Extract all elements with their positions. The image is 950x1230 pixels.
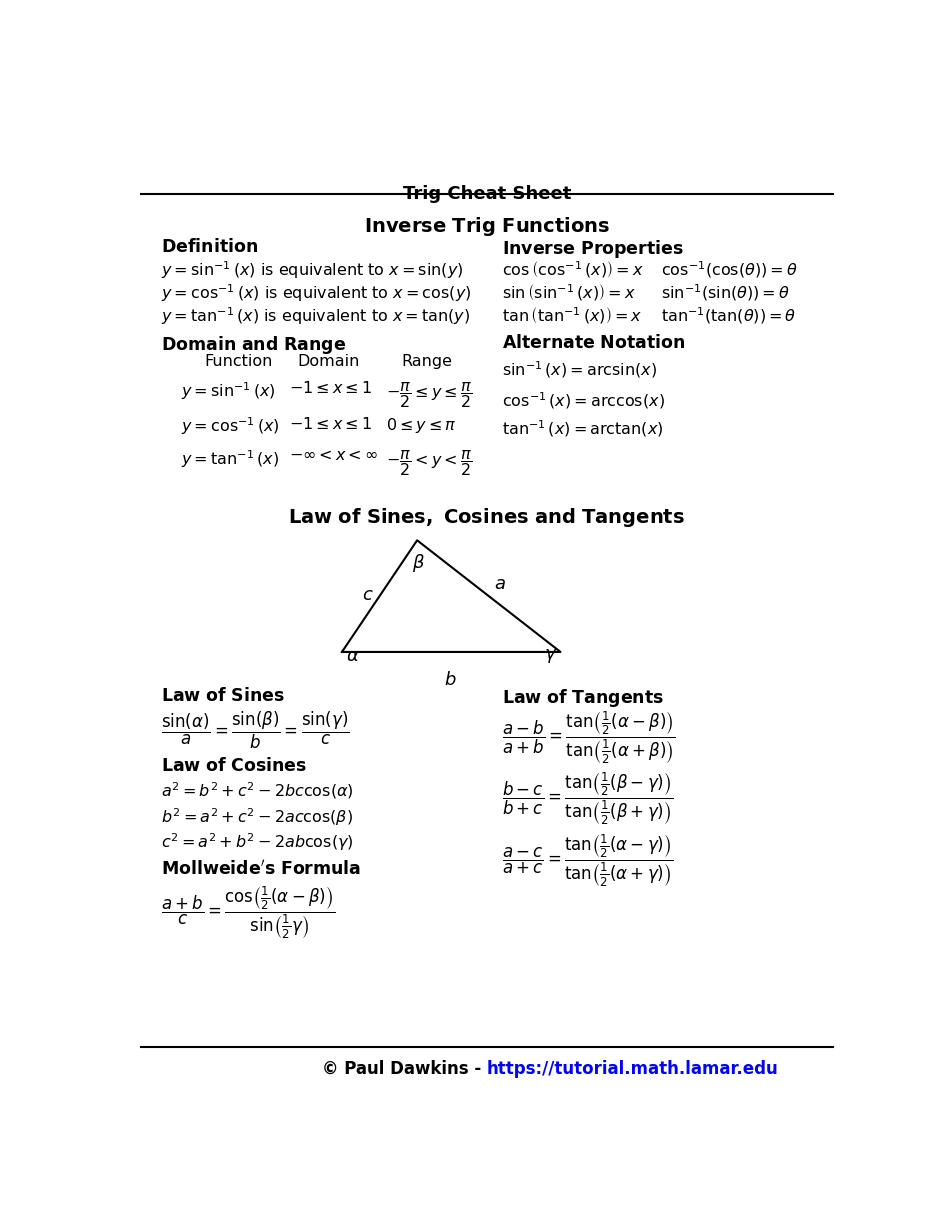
Text: $\sin^{-1}(x)=\arcsin(x)$: $\sin^{-1}(x)=\arcsin(x)$	[503, 359, 657, 380]
Text: $\sin\left(\sin^{-1}(x)\right)=x$: $\sin\left(\sin^{-1}(x)\right)=x$	[503, 283, 636, 303]
Text: $\mathbf{Alternate\ Notation}$: $\mathbf{Alternate\ Notation}$	[503, 333, 686, 352]
Text: $y=\sin^{-1}(x)$ is equivalent to $x=\sin(y)$: $y=\sin^{-1}(x)$ is equivalent to $x=\si…	[162, 260, 464, 280]
Text: $a$: $a$	[494, 574, 506, 593]
Text: $\cos^{-1}\!\left(\cos(\theta)\right)=\theta$: $\cos^{-1}\!\left(\cos(\theta)\right)=\t…	[661, 260, 798, 280]
Text: $\mathbf{Law\ of\ Cosines}$: $\mathbf{Law\ of\ Cosines}$	[162, 758, 308, 775]
Text: $\mathbf{Law\ of\ Sines}$: $\mathbf{Law\ of\ Sines}$	[162, 686, 285, 705]
Text: $\mathbf{Law\ of\ Sines,\ Cosines\ and\ Tangents}$: $\mathbf{Law\ of\ Sines,\ Cosines\ and\ …	[289, 506, 685, 529]
Text: $c^2=a^2+b^2-2ab\cos(\gamma)$: $c^2=a^2+b^2-2ab\cos(\gamma)$	[162, 831, 354, 854]
Text: $b$: $b$	[445, 672, 457, 689]
Text: $\dfrac{a-c}{a+c}=\dfrac{\tan\!\left(\frac{1}{2}(\alpha-\gamma)\right)}{\tan\!\l: $\dfrac{a-c}{a+c}=\dfrac{\tan\!\left(\fr…	[503, 833, 674, 889]
Text: $-\dfrac{\pi}{2}< y<\dfrac{\pi}{2}$: $-\dfrac{\pi}{2}< y<\dfrac{\pi}{2}$	[386, 448, 473, 478]
Text: $y=\tan^{-1}(x)$ is equivalent to $x=\tan(y)$: $y=\tan^{-1}(x)$ is equivalent to $x=\ta…	[162, 305, 470, 327]
Text: $\mathbf{Mollweide's\ Formula}$: $\mathbf{Mollweide's\ Formula}$	[162, 860, 362, 879]
Text: $\mathbf{Inverse\ Trig\ Functions}$: $\mathbf{Inverse\ Trig\ Functions}$	[364, 215, 610, 239]
Text: $\cos^{-1}(x)=\arccos(x)$: $\cos^{-1}(x)=\arccos(x)$	[503, 390, 665, 411]
Text: $\tan^{-1}\!\left(\tan(\theta)\right)=\theta$: $\tan^{-1}\!\left(\tan(\theta)\right)=\t…	[661, 305, 797, 326]
Text: $\mathbf{Domain\ and\ Range}$: $\mathbf{Domain\ and\ Range}$	[162, 333, 347, 355]
Text: $\dfrac{a-b}{a+b}=\dfrac{\tan\!\left(\frac{1}{2}(\alpha-\beta)\right)}{\tan\!\le: $\dfrac{a-b}{a+b}=\dfrac{\tan\!\left(\fr…	[503, 710, 676, 766]
Text: $\tan\left(\tan^{-1}(x)\right)=x$: $\tan\left(\tan^{-1}(x)\right)=x$	[503, 305, 643, 326]
Text: $y=\cos^{-1}(x)$: $y=\cos^{-1}(x)$	[180, 416, 279, 437]
Text: $\dfrac{\sin(\alpha)}{a}=\dfrac{\sin(\beta)}{b}=\dfrac{\sin(\gamma)}{c}$: $\dfrac{\sin(\alpha)}{a}=\dfrac{\sin(\be…	[162, 710, 351, 750]
Text: $a^2=b^2+c^2-2bc\cos(\alpha)$: $a^2=b^2+c^2-2bc\cos(\alpha)$	[162, 781, 354, 801]
Text: $0\leq y\leq\pi$: $0\leq y\leq\pi$	[386, 416, 457, 434]
Text: © Paul Dawkins -: © Paul Dawkins -	[322, 1060, 486, 1077]
Text: $\cos\left(\cos^{-1}(x)\right)=x$: $\cos\left(\cos^{-1}(x)\right)=x$	[503, 260, 644, 280]
Text: $-\dfrac{\pi}{2}\leq y\leq\dfrac{\pi}{2}$: $-\dfrac{\pi}{2}\leq y\leq\dfrac{\pi}{2}…	[386, 380, 473, 410]
Text: $\mathbf{Inverse\ Properties}$: $\mathbf{Inverse\ Properties}$	[503, 239, 684, 261]
Text: $b^2=a^2+c^2-2ac\cos(\beta)$: $b^2=a^2+c^2-2ac\cos(\beta)$	[162, 806, 353, 828]
Text: $c$: $c$	[363, 587, 374, 604]
Text: $-1\leq x\leq 1$: $-1\leq x\leq 1$	[289, 416, 372, 432]
Text: Domain: Domain	[297, 354, 359, 369]
Text: https://tutorial.math.lamar.edu: https://tutorial.math.lamar.edu	[486, 1060, 779, 1077]
Text: $\alpha$: $\alpha$	[346, 647, 360, 664]
Text: $\gamma$: $\gamma$	[544, 647, 558, 664]
Text: $\mathbf{Law\ of\ Tangents}$: $\mathbf{Law\ of\ Tangents}$	[503, 686, 664, 708]
Text: $\mathbf{Definition}$: $\mathbf{Definition}$	[162, 239, 258, 257]
Text: $y=\tan^{-1}(x)$: $y=\tan^{-1}(x)$	[180, 448, 278, 470]
Text: Trig Cheat Sheet: Trig Cheat Sheet	[403, 184, 571, 203]
Text: $\tan^{-1}(x)=\arctan(x)$: $\tan^{-1}(x)=\arctan(x)$	[503, 418, 664, 439]
Text: $-1\leq x\leq 1$: $-1\leq x\leq 1$	[289, 380, 372, 396]
Text: $\sin^{-1}\!\left(\sin(\theta)\right)=\theta$: $\sin^{-1}\!\left(\sin(\theta)\right)=\t…	[661, 283, 790, 303]
Text: Function: Function	[204, 354, 273, 369]
Text: $\beta$: $\beta$	[411, 552, 425, 574]
Text: $y=\sin^{-1}(x)$: $y=\sin^{-1}(x)$	[180, 380, 276, 402]
Text: $-\infty< x<\infty$: $-\infty< x<\infty$	[289, 448, 378, 462]
Text: $\dfrac{a+b}{c}=\dfrac{\cos\!\left(\frac{1}{2}(\alpha-\beta)\right)}{\sin\!\left: $\dfrac{a+b}{c}=\dfrac{\cos\!\left(\frac…	[162, 886, 336, 941]
Text: $\dfrac{b-c}{b+c}=\dfrac{\tan\!\left(\frac{1}{2}(\beta-\gamma)\right)}{\tan\!\le: $\dfrac{b-c}{b+c}=\dfrac{\tan\!\left(\fr…	[503, 771, 674, 828]
Text: Range: Range	[402, 354, 452, 369]
Text: $y=\cos^{-1}(x)$ is equivalent to $x=\cos(y)$: $y=\cos^{-1}(x)$ is equivalent to $x=\co…	[162, 283, 472, 304]
